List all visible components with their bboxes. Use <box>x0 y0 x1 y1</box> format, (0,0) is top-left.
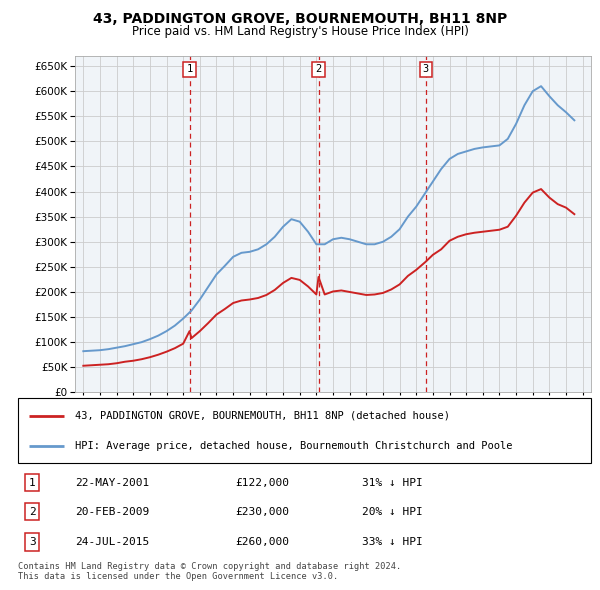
Text: This data is licensed under the Open Government Licence v3.0.: This data is licensed under the Open Gov… <box>18 572 338 581</box>
Text: 22-MAY-2001: 22-MAY-2001 <box>76 477 149 487</box>
FancyBboxPatch shape <box>18 398 591 463</box>
Text: 1: 1 <box>187 64 193 74</box>
Text: £260,000: £260,000 <box>236 537 290 547</box>
Text: 2: 2 <box>316 64 322 74</box>
Text: 24-JUL-2015: 24-JUL-2015 <box>76 537 149 547</box>
Text: 31% ↓ HPI: 31% ↓ HPI <box>362 477 422 487</box>
Text: 3: 3 <box>29 537 36 547</box>
Text: 3: 3 <box>422 64 428 74</box>
Text: 2: 2 <box>29 507 36 517</box>
Text: Contains HM Land Registry data © Crown copyright and database right 2024.: Contains HM Land Registry data © Crown c… <box>18 562 401 571</box>
Text: Price paid vs. HM Land Registry's House Price Index (HPI): Price paid vs. HM Land Registry's House … <box>131 25 469 38</box>
Text: 43, PADDINGTON GROVE, BOURNEMOUTH, BH11 8NP (detached house): 43, PADDINGTON GROVE, BOURNEMOUTH, BH11 … <box>76 411 450 421</box>
Text: 1: 1 <box>29 477 36 487</box>
Text: 20% ↓ HPI: 20% ↓ HPI <box>362 507 422 517</box>
Text: HPI: Average price, detached house, Bournemouth Christchurch and Poole: HPI: Average price, detached house, Bour… <box>76 441 513 451</box>
Text: £230,000: £230,000 <box>236 507 290 517</box>
Text: 20-FEB-2009: 20-FEB-2009 <box>76 507 149 517</box>
Text: £122,000: £122,000 <box>236 477 290 487</box>
Text: 43, PADDINGTON GROVE, BOURNEMOUTH, BH11 8NP: 43, PADDINGTON GROVE, BOURNEMOUTH, BH11 … <box>93 12 507 26</box>
Text: 33% ↓ HPI: 33% ↓ HPI <box>362 537 422 547</box>
